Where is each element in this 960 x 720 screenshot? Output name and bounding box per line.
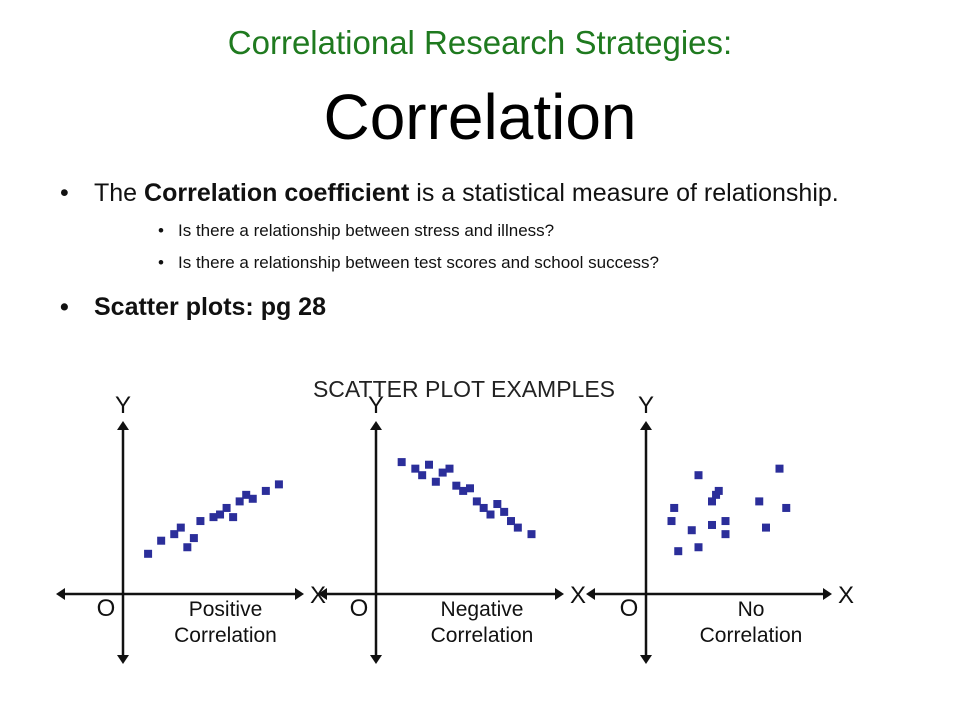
data-point <box>274 480 283 489</box>
x-axis-arrowhead <box>295 588 304 600</box>
x-axis-arrowhead <box>823 588 832 600</box>
y-axis-arrowhead <box>370 655 382 664</box>
origin-label: O <box>350 595 369 622</box>
data-point <box>170 530 179 539</box>
data-point <box>411 464 420 473</box>
data-point <box>670 503 679 512</box>
x-axis-label: X <box>310 582 326 609</box>
slide-title-line1: Correlational Research Strategies: <box>227 24 733 61</box>
data-point <box>667 517 676 526</box>
data-point <box>438 468 447 477</box>
data-point <box>527 530 536 539</box>
x-axis-label: X <box>570 582 586 609</box>
y-axis-arrowhead <box>640 421 652 430</box>
data-point <box>216 510 225 519</box>
data-point <box>493 500 502 509</box>
slide-title-line2: Correlation <box>323 81 637 153</box>
sub-bullet-test-scores: Is there a relationship between test sco… <box>56 252 916 274</box>
data-point <box>452 481 461 490</box>
bullet-suffix: is a statistical measure of relationship… <box>409 179 839 207</box>
data-point <box>762 523 770 532</box>
data-point <box>222 503 231 512</box>
figure-heading: SCATTER PLOT EXAMPLES <box>313 376 615 402</box>
scatter-plot-figure: SCATTER PLOT EXAMPLES YXO PositiveCorrela… <box>56 376 854 664</box>
plot-caption-line2: Correlation <box>700 624 803 647</box>
data-point <box>479 503 488 512</box>
y-axis-arrowhead <box>640 655 652 664</box>
data-point <box>466 484 474 493</box>
data-point <box>472 497 481 506</box>
plot-caption-line1: Positive <box>189 598 263 621</box>
sub-bullet-stress-illness: Is there a relationship between stress a… <box>56 220 916 242</box>
data-point <box>229 513 238 522</box>
data-point <box>708 520 716 529</box>
data-point <box>459 486 468 495</box>
data-point <box>418 471 427 480</box>
bullet-scatter-plots: Scatter plots: pg 28 <box>56 290 916 324</box>
y-axis-label: Y <box>368 392 384 419</box>
data-point <box>775 464 784 473</box>
data-point <box>445 464 454 473</box>
data-point <box>176 523 185 532</box>
data-point <box>397 458 406 467</box>
plot-caption-line2: Correlation <box>431 624 534 647</box>
x-axis-arrowhead <box>318 588 327 600</box>
data-point <box>209 513 218 522</box>
data-point <box>694 543 703 552</box>
x-axis-arrowhead <box>586 588 595 600</box>
x-axis-label: X <box>838 582 854 609</box>
data-point <box>157 536 166 545</box>
origin-label: O <box>620 595 639 622</box>
data-point <box>144 549 153 558</box>
data-point <box>708 497 716 506</box>
data-point <box>248 494 257 503</box>
data-point <box>694 471 703 480</box>
plot-caption-line1: Negative <box>441 598 524 621</box>
data-point <box>513 523 522 532</box>
data-point <box>500 507 509 516</box>
bullet-bold-term: Correlation coefficient <box>144 179 410 207</box>
data-point <box>189 534 198 543</box>
y-axis-arrowhead <box>117 655 129 664</box>
data-point <box>196 517 205 526</box>
data-point <box>714 486 723 495</box>
plot-caption-line1: No <box>738 598 765 621</box>
x-axis-arrowhead <box>56 588 65 600</box>
y-axis-arrowhead <box>370 421 382 430</box>
data-point <box>507 517 515 526</box>
data-point <box>425 460 433 469</box>
data-point <box>721 530 730 539</box>
y-axis-label: Y <box>638 392 654 419</box>
data-point <box>674 547 683 556</box>
bullet-prefix: The <box>94 179 145 207</box>
y-axis-arrowhead <box>117 421 129 430</box>
y-axis-label: Y <box>115 392 131 419</box>
data-point <box>755 497 764 506</box>
plot-caption-line2: Correlation <box>174 624 277 647</box>
data-point <box>261 486 270 495</box>
data-point <box>721 517 730 526</box>
data-point <box>183 543 192 552</box>
data-point <box>242 490 251 499</box>
data-point <box>431 477 440 486</box>
x-axis-arrowhead <box>555 588 564 600</box>
data-point <box>782 503 791 512</box>
data-point <box>486 510 495 519</box>
data-point <box>687 526 696 535</box>
origin-label: O <box>97 595 116 622</box>
bullet-list: The Correlation coefficient is a statist… <box>56 176 916 324</box>
data-point <box>235 497 244 506</box>
bullet-correlation-coefficient: The Correlation coefficient is a statist… <box>56 176 916 210</box>
